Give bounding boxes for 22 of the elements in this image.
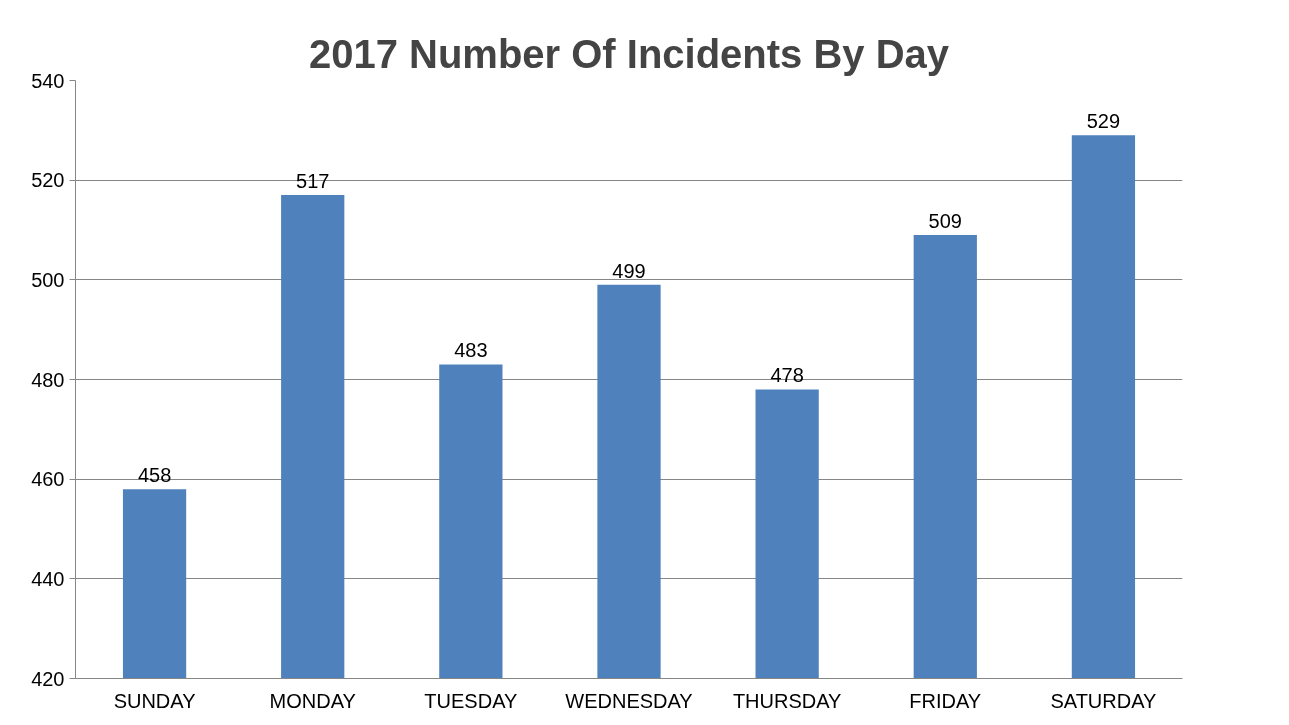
- data-label: 517: [296, 169, 330, 192]
- x-tick-label: WEDNESDAY: [565, 689, 693, 712]
- chart-title: 2017 Number Of Incidents By Day: [308, 31, 950, 76]
- data-label: 499: [612, 259, 646, 282]
- x-tick-label: SUNDAY: [113, 689, 196, 712]
- data-label: 483: [454, 339, 488, 362]
- x-tick-label: MONDAY: [269, 689, 356, 712]
- data-label: 509: [928, 209, 962, 232]
- y-tick-label: 460: [31, 468, 65, 491]
- x-tick-label: SATURDAY: [1050, 689, 1157, 712]
- y-tick-label: 480: [31, 368, 65, 391]
- x-tick-label: FRIDAY: [909, 689, 982, 712]
- x-tick-label: THURSDAY: [732, 689, 842, 712]
- y-tick-label: 540: [31, 69, 65, 92]
- x-tick-label: TUESDAY: [424, 689, 518, 712]
- y-tick-label: 500: [31, 268, 65, 291]
- data-label: 529: [1086, 110, 1121, 133]
- y-tick-label: 440: [31, 567, 65, 590]
- y-tick-label: 420: [31, 667, 65, 690]
- y-tick-label: 520: [31, 169, 65, 192]
- data-label: 478: [770, 364, 804, 387]
- data-label: 458: [137, 463, 172, 486]
